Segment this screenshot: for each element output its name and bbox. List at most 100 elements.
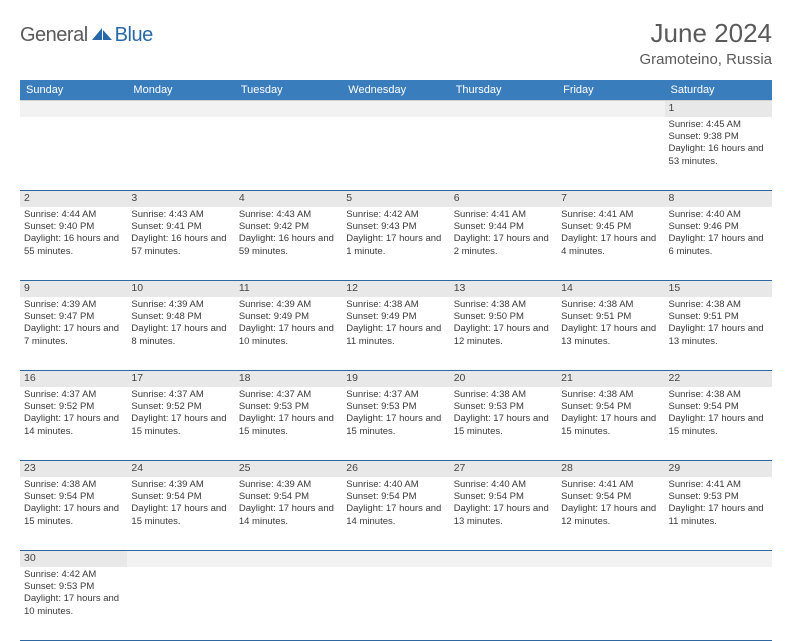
sunset-text: Sunset: 9:50 PM [454, 311, 553, 323]
sunrise-text: Sunrise: 4:41 AM [561, 209, 660, 221]
sunset-text: Sunset: 9:54 PM [346, 491, 445, 503]
day-number-cell: 8 [665, 191, 772, 207]
day-content-cell: Sunrise: 4:42 AMSunset: 9:53 PMDaylight:… [20, 567, 127, 641]
day-number-row: 23242526272829 [20, 461, 772, 477]
day-content-row: Sunrise: 4:37 AMSunset: 9:52 PMDaylight:… [20, 387, 772, 461]
day-number-cell: 27 [450, 461, 557, 477]
calendar-table: Sunday Monday Tuesday Wednesday Thursday… [20, 80, 772, 641]
sunrise-text: Sunrise: 4:39 AM [239, 299, 338, 311]
day-content-cell: Sunrise: 4:43 AMSunset: 9:41 PMDaylight:… [127, 207, 234, 281]
daylight-text: Daylight: 16 hours and 57 minutes. [131, 233, 230, 258]
sunrise-text: Sunrise: 4:37 AM [239, 389, 338, 401]
header: General Blue June 2024 Gramoteino, Russi… [20, 18, 772, 68]
sunrise-text: Sunrise: 4:38 AM [454, 389, 553, 401]
daylight-text: Daylight: 17 hours and 1 minute. [346, 233, 445, 258]
sunrise-text: Sunrise: 4:38 AM [669, 389, 768, 401]
day-number-cell [450, 101, 557, 117]
day-number-row: 30 [20, 551, 772, 567]
daylight-text: Daylight: 17 hours and 15 minutes. [239, 413, 338, 438]
day-content-cell: Sunrise: 4:40 AMSunset: 9:54 PMDaylight:… [342, 477, 449, 551]
day-number-cell: 3 [127, 191, 234, 207]
day-number-cell: 6 [450, 191, 557, 207]
day-content-cell [235, 117, 342, 191]
sunset-text: Sunset: 9:54 PM [561, 401, 660, 413]
day-number-cell: 9 [20, 281, 127, 297]
day-number-cell [557, 551, 664, 567]
day-number-cell: 15 [665, 281, 772, 297]
day-content-cell: Sunrise: 4:38 AMSunset: 9:51 PMDaylight:… [557, 297, 664, 371]
day-number-cell [127, 101, 234, 117]
day-number-cell: 29 [665, 461, 772, 477]
sunrise-text: Sunrise: 4:39 AM [131, 299, 230, 311]
daylight-text: Daylight: 17 hours and 2 minutes. [454, 233, 553, 258]
day-content-cell [342, 567, 449, 641]
sunset-text: Sunset: 9:52 PM [131, 401, 230, 413]
daylight-text: Daylight: 17 hours and 7 minutes. [24, 323, 123, 348]
sunrise-text: Sunrise: 4:39 AM [24, 299, 123, 311]
day-content-cell: Sunrise: 4:41 AMSunset: 9:45 PMDaylight:… [557, 207, 664, 281]
day-content-cell: Sunrise: 4:38 AMSunset: 9:51 PMDaylight:… [665, 297, 772, 371]
daylight-text: Daylight: 17 hours and 8 minutes. [131, 323, 230, 348]
day-number-cell: 10 [127, 281, 234, 297]
day-number-cell: 7 [557, 191, 664, 207]
day-content-cell: Sunrise: 4:41 AMSunset: 9:53 PMDaylight:… [665, 477, 772, 551]
day-number-cell: 26 [342, 461, 449, 477]
sunset-text: Sunset: 9:51 PM [669, 311, 768, 323]
calendar-body: 1Sunrise: 4:45 AMSunset: 9:38 PMDaylight… [20, 101, 772, 641]
sunrise-text: Sunrise: 4:42 AM [24, 569, 123, 581]
sunset-text: Sunset: 9:48 PM [131, 311, 230, 323]
day-number-cell [342, 101, 449, 117]
day-number-cell: 23 [20, 461, 127, 477]
sunrise-text: Sunrise: 4:40 AM [669, 209, 768, 221]
daylight-text: Daylight: 17 hours and 13 minutes. [561, 323, 660, 348]
day-content-cell: Sunrise: 4:39 AMSunset: 9:49 PMDaylight:… [235, 297, 342, 371]
daylight-text: Daylight: 17 hours and 15 minutes. [346, 413, 445, 438]
daylight-text: Daylight: 17 hours and 13 minutes. [669, 323, 768, 348]
daylight-text: Daylight: 17 hours and 14 minutes. [346, 503, 445, 528]
daylight-text: Daylight: 17 hours and 13 minutes. [454, 503, 553, 528]
daylight-text: Daylight: 17 hours and 15 minutes. [131, 413, 230, 438]
day-number-cell [450, 551, 557, 567]
sail-icon [91, 27, 113, 41]
brand-word2: Blue [115, 24, 153, 47]
sunrise-text: Sunrise: 4:37 AM [131, 389, 230, 401]
day-content-cell: Sunrise: 4:40 AMSunset: 9:54 PMDaylight:… [450, 477, 557, 551]
day-content-cell [557, 117, 664, 191]
day-number-cell: 18 [235, 371, 342, 387]
day-content-cell: Sunrise: 4:39 AMSunset: 9:54 PMDaylight:… [127, 477, 234, 551]
daylight-text: Daylight: 16 hours and 53 minutes. [669, 143, 768, 168]
daylight-text: Daylight: 17 hours and 15 minutes. [454, 413, 553, 438]
day-number-cell: 19 [342, 371, 449, 387]
day-content-cell: Sunrise: 4:38 AMSunset: 9:53 PMDaylight:… [450, 387, 557, 461]
daylight-text: Daylight: 16 hours and 59 minutes. [239, 233, 338, 258]
day-content-cell: Sunrise: 4:39 AMSunset: 9:54 PMDaylight:… [235, 477, 342, 551]
sunrise-text: Sunrise: 4:37 AM [24, 389, 123, 401]
day-content-cell [127, 117, 234, 191]
day-number-cell: 30 [20, 551, 127, 567]
day-content-row: Sunrise: 4:38 AMSunset: 9:54 PMDaylight:… [20, 477, 772, 551]
sunset-text: Sunset: 9:52 PM [24, 401, 123, 413]
day-number-cell: 11 [235, 281, 342, 297]
day-content-row: Sunrise: 4:39 AMSunset: 9:47 PMDaylight:… [20, 297, 772, 371]
day-number-cell: 1 [665, 101, 772, 117]
day-content-cell: Sunrise: 4:42 AMSunset: 9:43 PMDaylight:… [342, 207, 449, 281]
sunset-text: Sunset: 9:51 PM [561, 311, 660, 323]
weekday-header: Tuesday [235, 80, 342, 101]
day-number-cell: 12 [342, 281, 449, 297]
daylight-text: Daylight: 17 hours and 15 minutes. [24, 503, 123, 528]
day-content-cell [665, 567, 772, 641]
daylight-text: Daylight: 17 hours and 10 minutes. [239, 323, 338, 348]
day-number-cell: 13 [450, 281, 557, 297]
sunset-text: Sunset: 9:53 PM [24, 581, 123, 593]
sunset-text: Sunset: 9:53 PM [239, 401, 338, 413]
day-number-row: 16171819202122 [20, 371, 772, 387]
day-content-cell: Sunrise: 4:38 AMSunset: 9:54 PMDaylight:… [665, 387, 772, 461]
sunset-text: Sunset: 9:38 PM [669, 131, 768, 143]
day-number-cell [235, 551, 342, 567]
sunset-text: Sunset: 9:53 PM [454, 401, 553, 413]
day-number-cell [20, 101, 127, 117]
daylight-text: Daylight: 17 hours and 11 minutes. [669, 503, 768, 528]
day-number-cell [127, 551, 234, 567]
sunrise-text: Sunrise: 4:38 AM [669, 299, 768, 311]
daylight-text: Daylight: 16 hours and 55 minutes. [24, 233, 123, 258]
